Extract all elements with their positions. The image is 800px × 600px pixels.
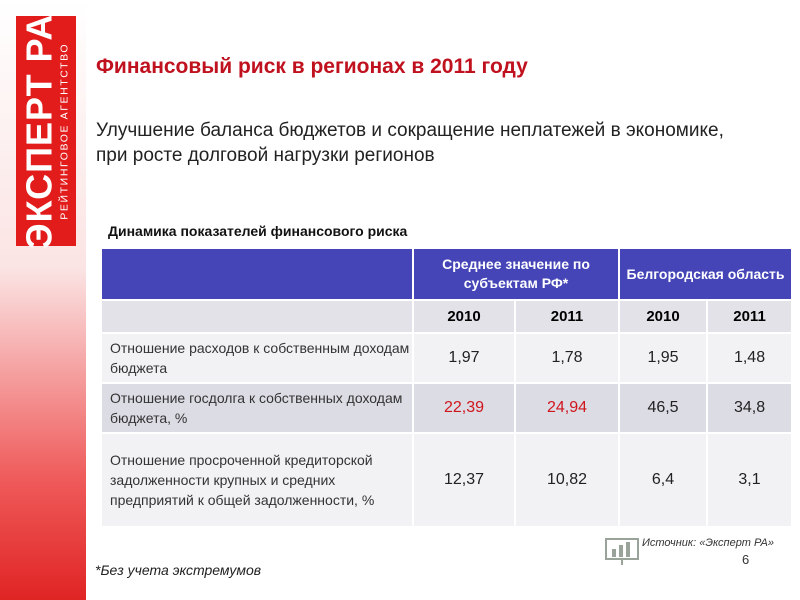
table-cell: 46,5 [618, 382, 709, 434]
expert-ra-logo: ЭКСПЕРТ РА РЕЙТИНГОВОЕ АГЕНТСТВО [16, 13, 76, 249]
table-cell: 34,8 [706, 382, 794, 434]
year-header: 2011 [706, 299, 794, 334]
table-cell: 6,4 [618, 432, 709, 528]
source-note: Источник: «Эксперт РА» [642, 537, 774, 549]
row-label: Отношение просроченной кредиторской задо… [100, 432, 414, 528]
financial-risk-table: Среднее значение по субъектам РФ* Белгор… [100, 247, 794, 528]
year-header: 2011 [513, 299, 621, 334]
row-label: Отношение госдолга к собственных доходам… [100, 382, 414, 434]
row-label: Отношение расходов к собственным доходам… [100, 332, 414, 384]
logo-sub-text: РЕЙТИНГОВОЕ АГЕНТСТВО [58, 42, 71, 220]
table-cell: 3,1 [706, 432, 794, 528]
table-row: Отношение просроченной кредиторской задо… [100, 432, 794, 528]
year-header: 2010 [412, 299, 516, 334]
table-cell: 1,78 [513, 332, 621, 384]
table-cell: 1,95 [618, 332, 709, 384]
table-group-header-row: Среднее значение по субъектам РФ* Белгор… [100, 247, 794, 301]
table-year-header-row: 2010 2011 2010 2011 [100, 299, 794, 334]
slide-title: Финансовый риск в регионах в 2011 году [96, 55, 528, 78]
year-header: 2010 [618, 299, 709, 334]
chart-icon [605, 538, 639, 565]
table-cell-highlighted: 22,39 [412, 382, 516, 434]
table-row: Отношение расходов к собственным доходам… [100, 332, 794, 384]
group-header-rf-average: Среднее значение по субъектам РФ* [411, 247, 621, 301]
table-cell: 1,97 [412, 332, 516, 384]
group-header-belgorod: Белгородская область [618, 247, 794, 301]
table-cell-highlighted: 24,94 [513, 382, 621, 434]
table-caption: Динамика показателей финансового риска [108, 223, 408, 239]
header-empty-cell [100, 247, 414, 301]
slide-subtitle: Улучшение баланса бюджетов и сокращение … [96, 120, 724, 166]
table-cell: 10,82 [513, 432, 621, 528]
table-cell: 1,48 [706, 332, 794, 384]
table-row: Отношение госдолга к собственных доходам… [100, 382, 794, 434]
footnote: *Без учета экстремумов [95, 562, 262, 578]
logo-main-text: ЭКСПЕРТ РА [18, 13, 60, 249]
year-header-empty-cell [100, 299, 414, 334]
table-cell: 12,37 [412, 432, 516, 528]
page-number: 6 [742, 552, 750, 567]
